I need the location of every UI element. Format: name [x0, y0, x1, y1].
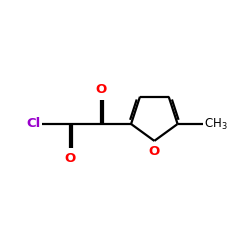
Text: O: O [149, 145, 160, 158]
Text: CH$_3$: CH$_3$ [204, 116, 228, 132]
Text: O: O [95, 84, 106, 96]
Text: Cl: Cl [26, 118, 40, 130]
Text: O: O [64, 152, 76, 164]
